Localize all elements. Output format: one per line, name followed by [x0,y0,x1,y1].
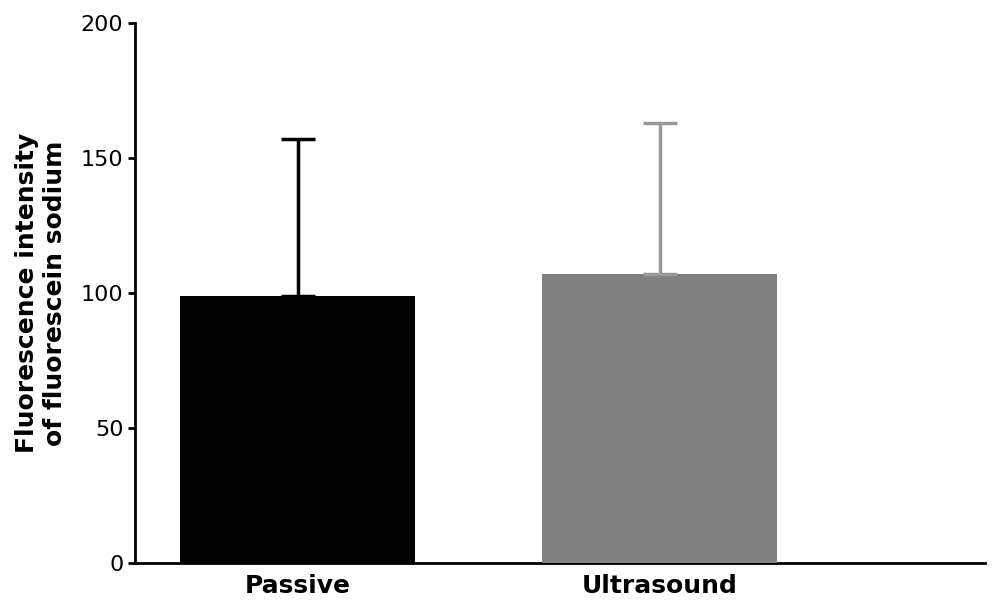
Bar [180,295,415,563]
Y-axis label: Fluorescence intensity
of fluorescein sodium: Fluorescence intensity of fluorescein so… [15,133,67,453]
Bar [542,274,777,563]
